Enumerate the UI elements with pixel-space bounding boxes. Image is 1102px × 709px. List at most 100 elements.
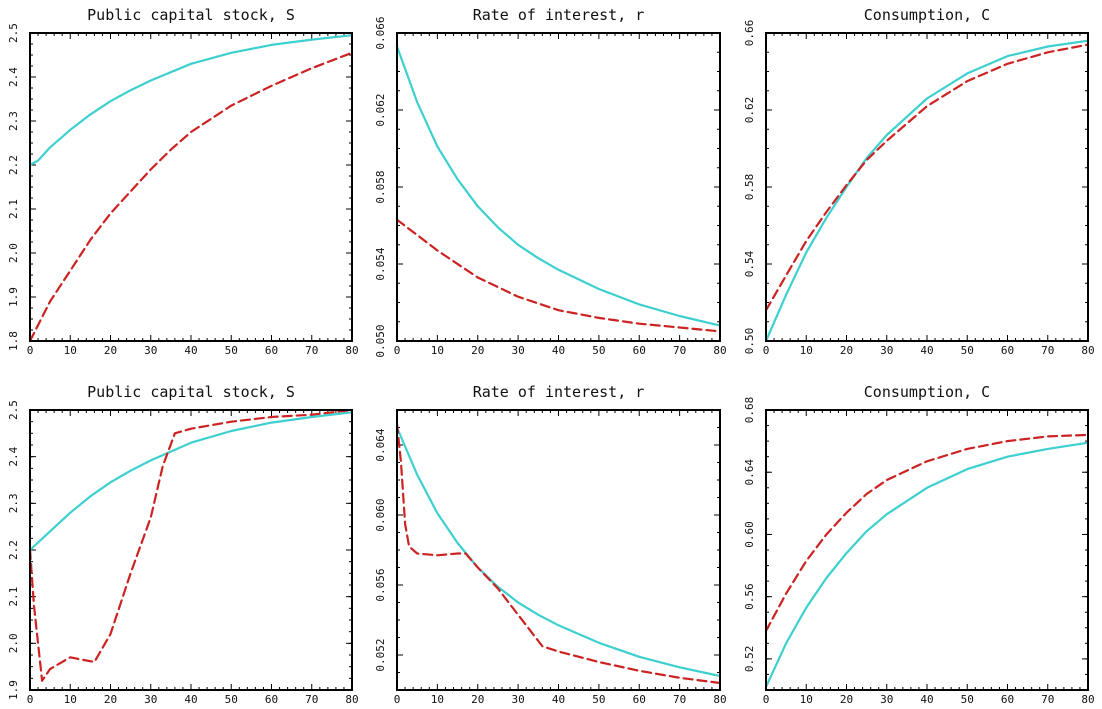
y-tick-label: 0.54: [743, 250, 756, 277]
x-tick-label: 30: [512, 344, 525, 357]
x-tick-label: 50: [592, 344, 605, 357]
x-tick-label: 50: [592, 693, 605, 706]
panel-title: Public capital stock, S: [87, 383, 295, 401]
y-tick-label: 2.2: [7, 155, 20, 175]
plot-frame: [765, 409, 1089, 691]
x-tick-label: 20: [840, 693, 853, 706]
y-tick-label: 0.64: [743, 459, 756, 486]
series-solid-line: [395, 426, 722, 678]
x-tick-label: 50: [961, 344, 974, 357]
y-tick-label: 2.4: [7, 67, 20, 87]
y-tick-label: 2.3: [7, 493, 20, 513]
x-tick-label: 10: [64, 693, 77, 706]
y-tick-label: 2.1: [7, 587, 20, 607]
x-tick-label: 70: [1041, 344, 1054, 357]
y-tick-label: 0.052: [374, 638, 387, 671]
y-tick-label: 0.066: [374, 16, 387, 49]
x-tick-label: 0: [394, 344, 401, 357]
y-tick-label: 0.062: [374, 93, 387, 126]
x-tick-label: 80: [345, 693, 358, 706]
y-tick-label: 2.5: [7, 23, 20, 43]
y-tick-label: 0.52: [743, 646, 756, 673]
y-tick-label: 0.060: [374, 498, 387, 531]
x-tick-label: 0: [763, 693, 770, 706]
x-tick-label: 60: [265, 344, 278, 357]
y-tick-label: 1.8: [7, 331, 20, 351]
chart-panel-6: Consumption, C 0 10 20 30 40 50 60 70 80 0.52 0.56 0…: [743, 383, 1095, 706]
x-tick-label: 70: [305, 693, 318, 706]
x-tick-label: 60: [633, 344, 646, 357]
x-tick-label: 70: [305, 344, 318, 357]
x-tick-label: 0: [27, 693, 34, 706]
y-tick-label: 0.058: [374, 170, 387, 203]
x-tick-label: 70: [673, 693, 686, 706]
x-tick-label: 30: [144, 693, 157, 706]
x-tick-label: 30: [512, 693, 525, 706]
panel-title: Consumption, C: [864, 6, 990, 24]
x-tick-label: 20: [471, 344, 484, 357]
series-dashed-line: [764, 43, 1090, 312]
panel-title: Rate of interest, r: [473, 6, 645, 24]
y-tick-label: 2.0: [7, 633, 20, 653]
y-tick-label: 1.9: [7, 680, 20, 700]
x-tick-label: 40: [552, 344, 565, 357]
x-tick-label: 40: [920, 693, 933, 706]
x-tick-label: 40: [920, 344, 933, 357]
x-tick-label: 0: [394, 693, 401, 706]
chart-panel-5: Rate of interest, r 0 10 20 30 40 50 60 70 80 0.05…: [374, 383, 727, 706]
series-solid-line: [28, 411, 354, 552]
series-solid-line: [28, 34, 354, 167]
x-tick-label: 80: [1081, 693, 1094, 706]
series-solid-line: [764, 39, 1090, 343]
x-tick-label: 60: [265, 693, 278, 706]
x-tick-label: 80: [1081, 344, 1094, 357]
y-tick-label: 0.050: [374, 324, 387, 357]
panel-title: Consumption, C: [864, 383, 990, 401]
y-tick-label: 0.054: [374, 247, 387, 280]
x-tick-label: 70: [673, 344, 686, 357]
y-tick-label: 2.5: [7, 400, 20, 420]
x-tick-label: 30: [880, 344, 893, 357]
y-tick-label: 0.56: [743, 583, 756, 610]
series-solid-line: [395, 45, 722, 327]
x-tick-label: 40: [184, 344, 197, 357]
x-tick-label: 0: [27, 344, 34, 357]
y-tick-label: 2.1: [7, 199, 20, 219]
x-tick-label: 60: [1001, 344, 1014, 357]
x-tick-label: 10: [431, 344, 444, 357]
series-solid-line: [764, 441, 1090, 688]
panel-title: Public capital stock, S: [87, 6, 295, 24]
x-tick-label: 60: [633, 693, 646, 706]
x-tick-label: 20: [104, 344, 117, 357]
x-tick-label: 70: [1041, 693, 1054, 706]
series-dashed-line: [395, 218, 722, 333]
y-tick-label: 0.60: [743, 521, 756, 548]
x-tick-label: 10: [431, 693, 444, 706]
x-tick-label: 20: [840, 344, 853, 357]
y-tick-label: 2.3: [7, 111, 20, 131]
x-tick-label: 10: [800, 693, 813, 706]
plot-frame: [396, 409, 721, 691]
x-tick-label: 10: [800, 344, 813, 357]
x-tick-label: 0: [763, 344, 770, 357]
y-tick-label: 2.0: [7, 243, 20, 263]
y-tick-label: 0.58: [743, 174, 756, 201]
x-tick-label: 50: [961, 693, 974, 706]
x-tick-label: 10: [64, 344, 77, 357]
x-tick-label: 40: [184, 693, 197, 706]
x-tick-label: 30: [144, 344, 157, 357]
x-tick-label: 40: [552, 693, 565, 706]
x-tick-label: 80: [345, 344, 358, 357]
series-dashed-line: [28, 408, 354, 682]
plot-frame: [29, 32, 353, 342]
y-tick-label: 0.66: [743, 20, 756, 47]
y-tick-label: 0.68: [743, 397, 756, 424]
y-tick-label: 0.064: [374, 428, 387, 461]
y-tick-label: 0.62: [743, 97, 756, 124]
series-dashed-line: [395, 422, 722, 685]
x-tick-label: 60: [1001, 693, 1014, 706]
series-dashed-line: [28, 51, 354, 343]
plot-frame: [765, 32, 1089, 342]
chart-panel-4: Public capital stock, S 0 10 20 30 40 50 60 70 80…: [7, 383, 359, 706]
y-tick-label: 2.4: [7, 446, 20, 466]
